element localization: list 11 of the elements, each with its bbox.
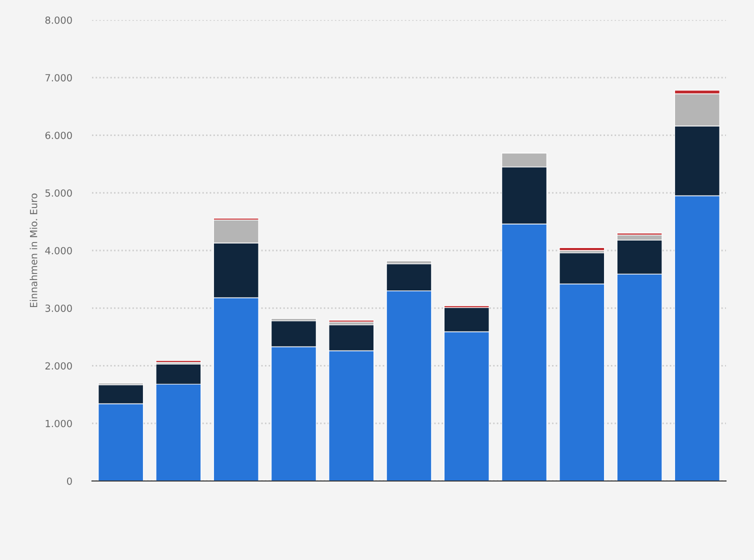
y-tick-label: 8.000 — [45, 16, 72, 24]
bar — [559, 247, 605, 251]
y-tick-label: 0 — [67, 477, 72, 485]
y-tick-label: 5.000 — [45, 189, 72, 197]
y-tick-label: 7.000 — [46, 74, 72, 82]
y-tick-label: 6.000 — [45, 132, 72, 140]
y-tick-label: 1.000 — [46, 420, 72, 428]
y-tick-label: 2.000 — [45, 362, 72, 370]
y-axis-title: Einnahmen in Mio. Euro — [30, 194, 38, 308]
y-tick-label: 3.000 — [45, 304, 72, 312]
y-tick-label: 4.000 — [45, 246, 72, 254]
